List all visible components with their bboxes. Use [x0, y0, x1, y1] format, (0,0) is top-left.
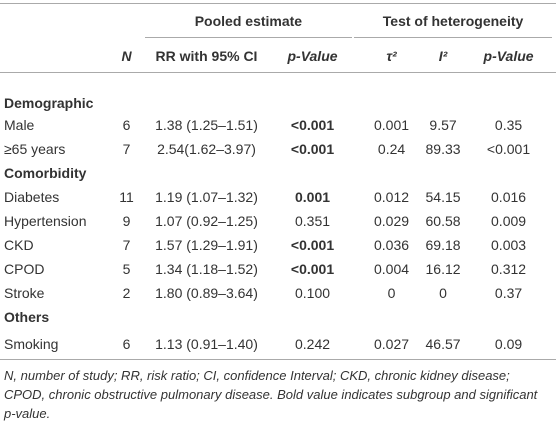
group-header: Pooled estimate: [115, 3, 352, 39]
cell: 2.54(1.62–3.97): [157, 141, 256, 157]
column-header: τ²: [350, 39, 426, 73]
cell: 1.34 (1.18–1.52): [155, 261, 258, 277]
cell: 0.312: [491, 261, 527, 277]
row-label: Smoking: [0, 329, 115, 360]
row-label: ≥65 years: [4, 141, 66, 157]
cell: 0.029: [374, 213, 410, 229]
data-row: Smoking 6 1.13 (0.91–1.40) 0.242 0.027 46.57 0…: [0, 329, 556, 360]
cell: <0.001: [290, 117, 335, 133]
cell: 0.001: [294, 189, 331, 205]
cell: 0.100: [294, 285, 331, 301]
row-label: Diabetes: [4, 189, 60, 205]
row-label: CPOD: [4, 261, 45, 277]
data-row: Diabetes 11 1.19 (1.07–1.32) 0.001 0.012 54.1…: [0, 185, 556, 209]
cell: 0.016: [491, 189, 527, 205]
column-header: p-Value: [461, 39, 556, 73]
cell: 9.57: [429, 117, 457, 133]
data-row: Stroke 2 1.80 (0.89–3.64) 0.100 0 0 0.37: [0, 281, 556, 305]
data-row: ≥65 years 7 2.54(1.62–3.97) <0.001 0.24 89.33…: [0, 137, 556, 161]
cell: 0.004: [374, 261, 410, 277]
cell: <0.001: [290, 141, 335, 157]
cell: 1.38 (1.25–1.51): [155, 117, 258, 133]
cell: 0.027: [350, 329, 426, 360]
cell: 2: [122, 285, 131, 301]
section-label: Others: [4, 309, 50, 325]
cell: 1.07 (0.92–1.25): [155, 213, 258, 229]
section-label: Comorbidity: [4, 165, 87, 181]
cell: 0.001: [374, 117, 410, 133]
data-row: CPOD 5 1.34 (1.18–1.52) <0.001 0.004 16.12 0.3…: [0, 257, 556, 281]
column-header: I²: [425, 39, 462, 73]
cell: 9: [122, 213, 131, 229]
cell: 54.15: [425, 189, 461, 205]
section-label: Demographic: [4, 95, 94, 111]
cell: 0.012: [374, 189, 410, 205]
column-header: p-Value: [275, 39, 351, 73]
data-row: Hypertension 9 1.07 (0.92–1.25) 0.351 0.029 6…: [0, 209, 556, 233]
cell: <0.001: [290, 237, 335, 253]
column-header: N: [115, 39, 138, 73]
cell: 16.12: [425, 261, 461, 277]
cell: 0.24: [377, 141, 406, 157]
row-label: Stroke: [4, 285, 45, 301]
cell: 7: [122, 237, 131, 253]
section-row: Comorbidity: [0, 161, 556, 185]
cell: 0.351: [294, 213, 331, 229]
cell: 46.57: [425, 329, 462, 360]
footnote: N, number of study; RR, risk ratio; CI, …: [4, 368, 538, 421]
cell: 11: [119, 189, 134, 205]
cell: 6: [115, 329, 138, 360]
cell: 0.242: [275, 329, 351, 360]
cell: 69.18: [425, 237, 461, 253]
group-header: Test of heterogeneity: [350, 3, 556, 39]
row-label: CKD: [4, 237, 34, 253]
cell: 0.35: [494, 117, 523, 133]
cell: 1.19 (1.07–1.32): [155, 189, 258, 205]
section-row: Demographic: [0, 73, 556, 114]
cell: 1.57 (1.29–1.91): [155, 237, 258, 253]
cell: 0.036: [374, 237, 410, 253]
cell: 0: [439, 285, 447, 301]
cell: <0.001: [290, 261, 335, 277]
cell: 60.58: [425, 213, 461, 229]
data-row: CKD 7 1.57 (1.29–1.91) <0.001 0.036 69.18 0.00…: [0, 233, 556, 257]
row-label: Male: [4, 117, 35, 133]
cell: 0.09: [461, 329, 556, 360]
column-header: RR with 95% CI: [138, 39, 275, 73]
cell: 0: [387, 285, 396, 301]
cell: 0.009: [491, 213, 527, 229]
cell: 0.37: [494, 285, 523, 301]
data-row: Male 6 1.38 (1.25–1.51) <0.001 0.001 9.57 0.35: [0, 113, 556, 137]
cell: 1.80 (0.89–3.64): [155, 285, 258, 301]
cell: 89.33: [425, 141, 461, 157]
cell: 0.003: [491, 237, 527, 253]
row-label: Hypertension: [4, 213, 87, 229]
cell: 5: [122, 261, 131, 277]
cell: <0.001: [486, 141, 531, 157]
cell: 6: [122, 117, 131, 133]
cell: 7: [122, 141, 131, 157]
section-row: Others: [0, 305, 556, 329]
cell: 1.13 (0.91–1.40): [138, 329, 275, 360]
